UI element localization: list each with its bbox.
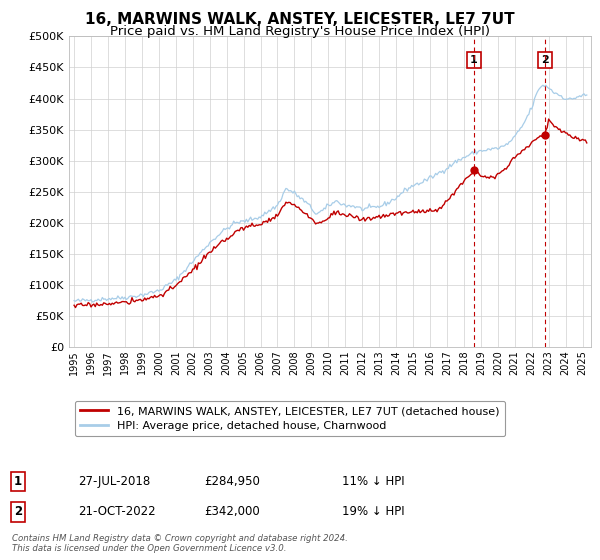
Text: 1: 1: [470, 55, 478, 65]
Text: £342,000: £342,000: [204, 506, 260, 519]
Text: 19% ↓ HPI: 19% ↓ HPI: [342, 506, 404, 519]
Text: 27-JUL-2018: 27-JUL-2018: [78, 475, 150, 488]
Text: Contains HM Land Registry data © Crown copyright and database right 2024.
This d: Contains HM Land Registry data © Crown c…: [12, 534, 348, 553]
Text: 16, MARWINS WALK, ANSTEY, LEICESTER, LE7 7UT: 16, MARWINS WALK, ANSTEY, LEICESTER, LE7…: [85, 12, 515, 27]
Text: 2: 2: [541, 55, 549, 65]
Text: 21-OCT-2022: 21-OCT-2022: [78, 506, 155, 519]
Text: Price paid vs. HM Land Registry's House Price Index (HPI): Price paid vs. HM Land Registry's House …: [110, 25, 490, 38]
Text: 2: 2: [14, 506, 22, 519]
Legend: 16, MARWINS WALK, ANSTEY, LEICESTER, LE7 7UT (detached house), HPI: Average pric: 16, MARWINS WALK, ANSTEY, LEICESTER, LE7…: [74, 401, 505, 436]
Text: 1: 1: [14, 475, 22, 488]
Text: 11% ↓ HPI: 11% ↓ HPI: [342, 475, 404, 488]
Text: £284,950: £284,950: [204, 475, 260, 488]
